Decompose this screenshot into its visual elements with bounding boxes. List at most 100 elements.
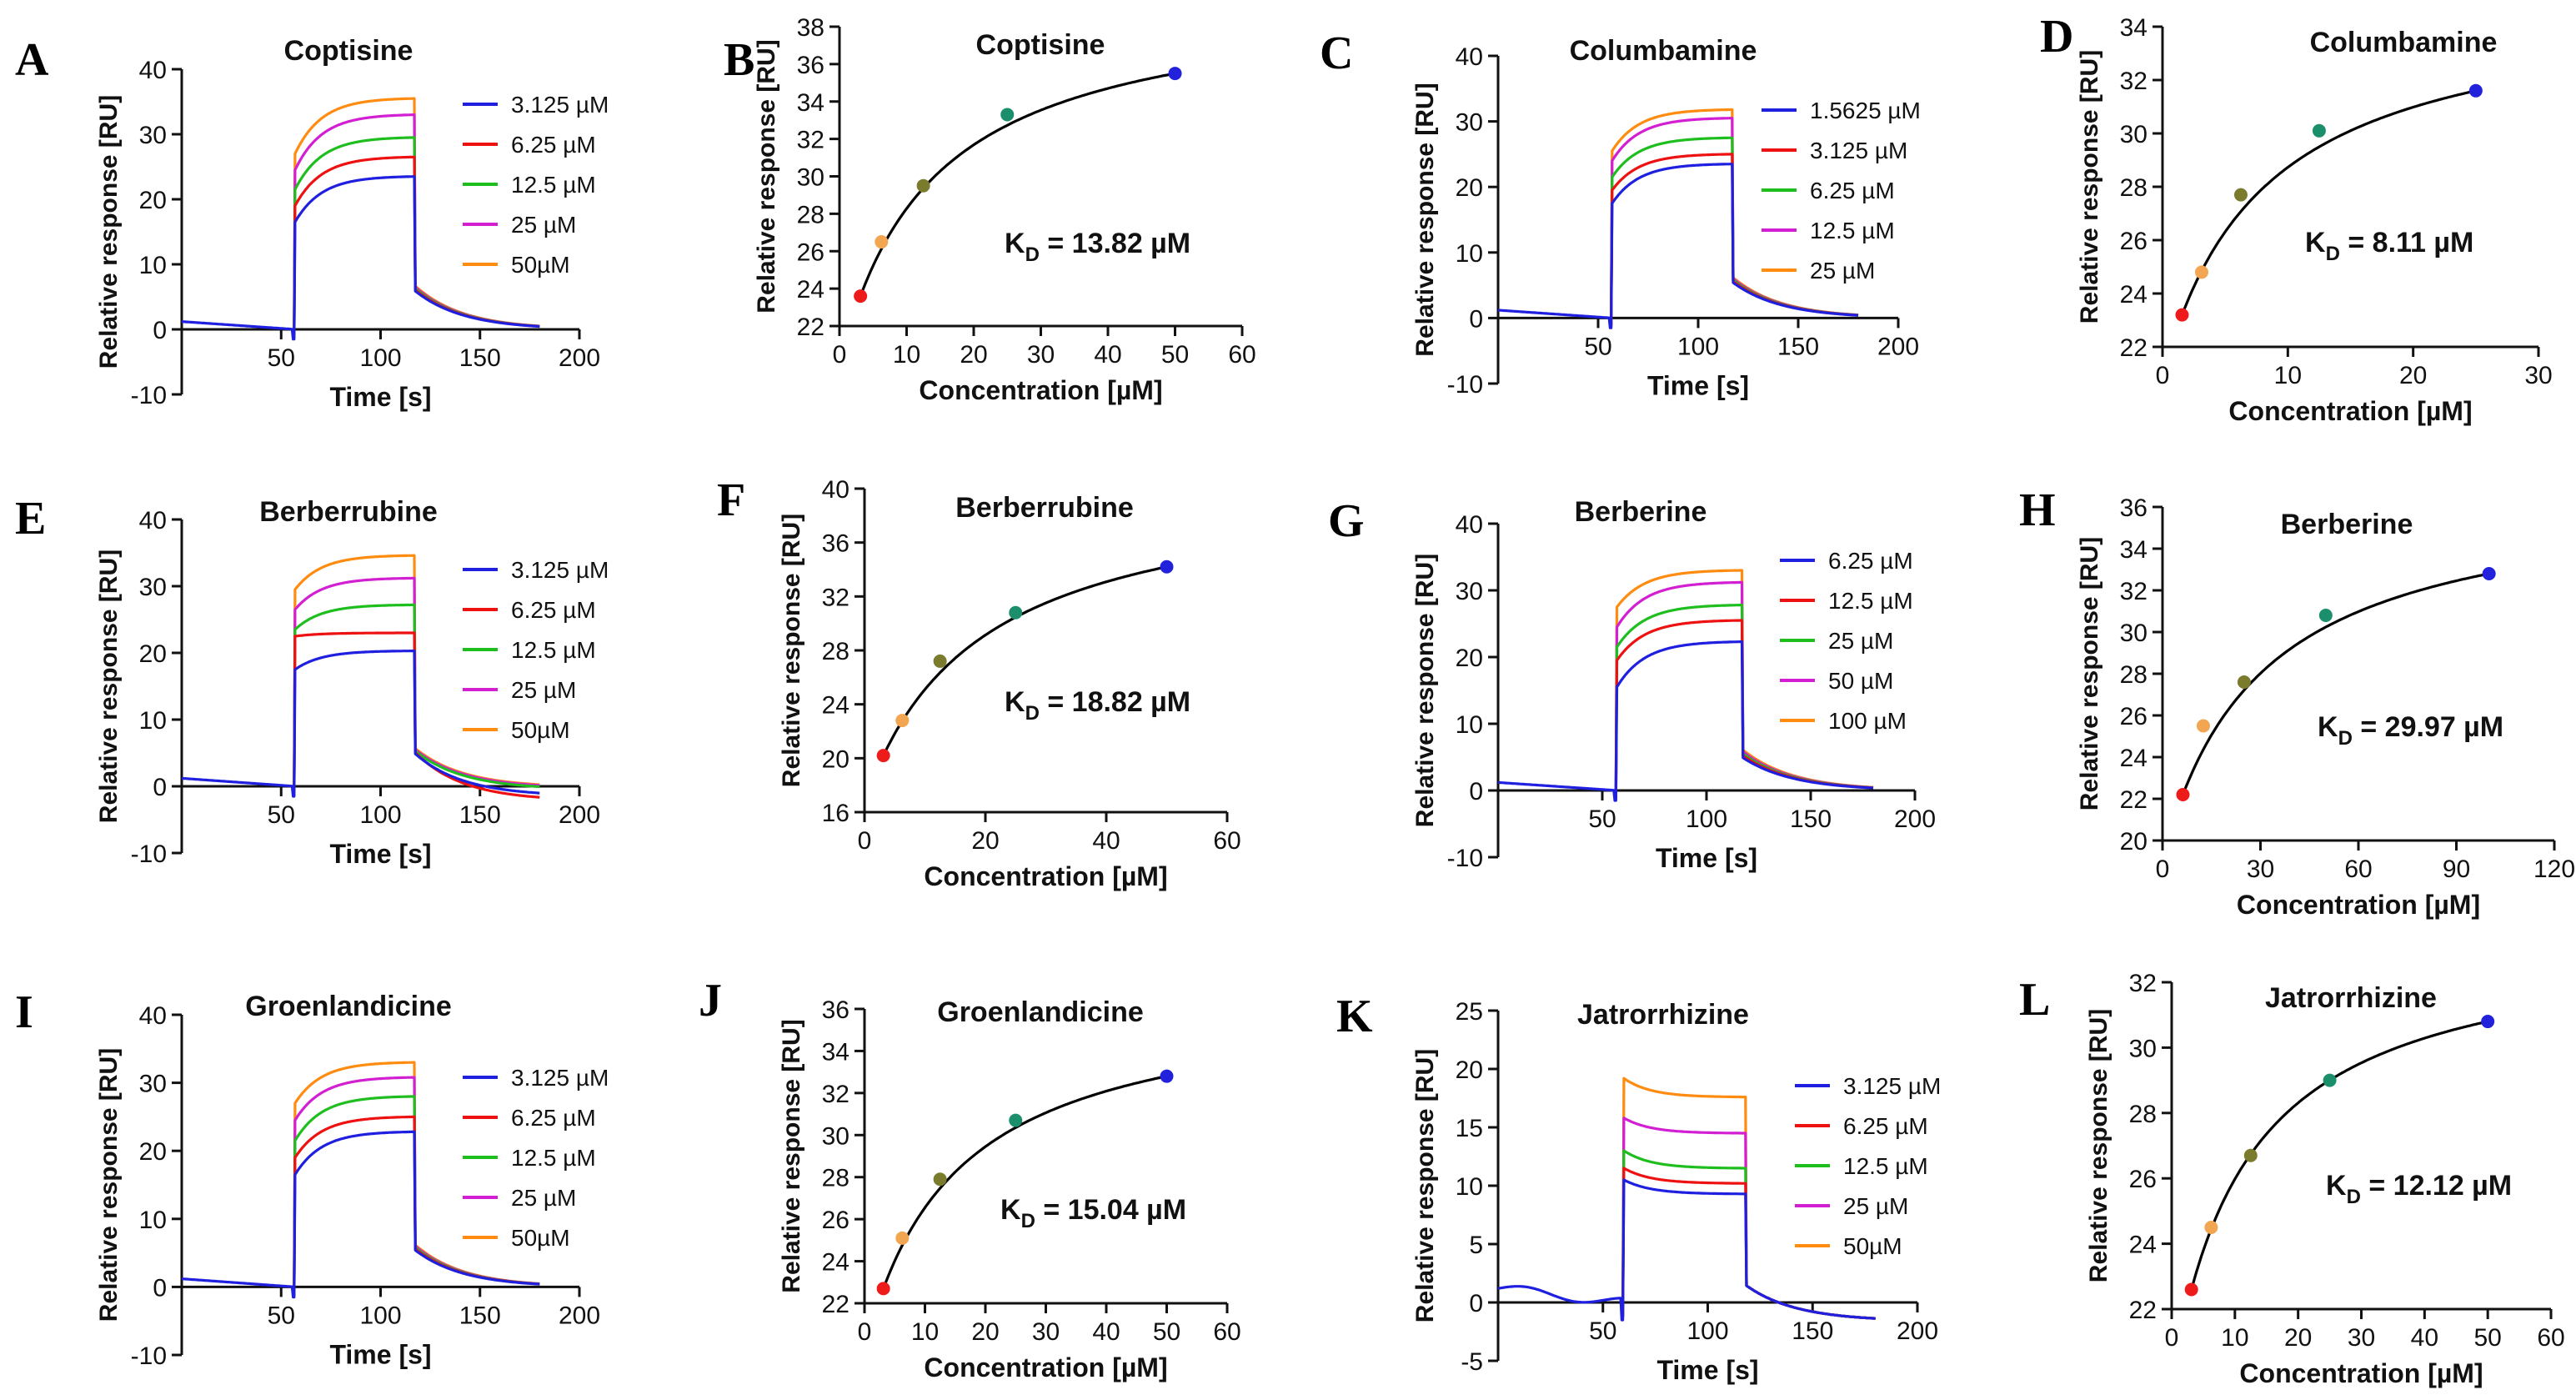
x-tick-label: 40 bbox=[1094, 341, 1121, 369]
y-tick-label: 32 bbox=[2120, 68, 2148, 95]
legend-label: 50µM bbox=[511, 252, 570, 278]
data-point-2 bbox=[895, 1231, 910, 1245]
y-tick-label: 20 bbox=[1456, 174, 1483, 202]
legend-label: 25 µM bbox=[1828, 628, 1893, 654]
x-axis-label: Time [s] bbox=[1647, 370, 1749, 400]
panel-a: A Coptisine -10 0 10 20 30 40 50 100 150 200 Time [s… bbox=[15, 34, 609, 412]
x-axis-label: Concentration [µM] bbox=[924, 1352, 1167, 1382]
x-axis-label: Concentration [µM] bbox=[2237, 890, 2480, 920]
y-axis-label: Relative response [RU] bbox=[2085, 1009, 2112, 1282]
data-point-3 bbox=[916, 178, 930, 193]
data-point-1 bbox=[2175, 308, 2189, 322]
y-tick-label: 34 bbox=[2120, 536, 2148, 564]
y-tick-label: -5 bbox=[1461, 1348, 1483, 1376]
data-point-1 bbox=[876, 749, 890, 763]
y-tick-label: 0 bbox=[153, 1274, 167, 1302]
x-tick-label: 0 bbox=[833, 341, 847, 369]
data-point-3 bbox=[2233, 188, 2248, 202]
x-tick-label: 100 bbox=[1686, 1317, 1728, 1345]
y-tick-label: 20 bbox=[2120, 828, 2148, 856]
y-tick-label: 32 bbox=[797, 127, 824, 154]
legend-label: 50µM bbox=[511, 1225, 570, 1251]
legend-label: 50µM bbox=[511, 717, 570, 743]
data-point-5 bbox=[1168, 67, 1182, 81]
panel-letter: C bbox=[1320, 28, 1353, 79]
legend-label: 3.125 µM bbox=[1843, 1073, 1941, 1099]
series-line-1 bbox=[1497, 1178, 1876, 1322]
panel-letter: L bbox=[2019, 974, 2050, 1026]
fit-curve bbox=[882, 565, 1167, 756]
panel-j: J Groenlandicine 22 24 26 28 30 32 34 36 0 10 20 30 40… bbox=[699, 975, 1241, 1382]
data-point-5 bbox=[2481, 1015, 2495, 1029]
y-tick-label: 5 bbox=[1469, 1232, 1483, 1259]
y-tick-label: 40 bbox=[1456, 511, 1483, 539]
x-tick-label: 40 bbox=[1092, 1318, 1120, 1346]
y-tick-label: 28 bbox=[2120, 661, 2148, 689]
y-tick-label: 16 bbox=[822, 800, 849, 827]
legend-label: 3.125 µM bbox=[1810, 138, 1907, 163]
y-tick-label: 30 bbox=[1456, 578, 1483, 605]
y-tick-label: 36 bbox=[822, 530, 849, 558]
x-tick-label: 20 bbox=[971, 827, 999, 855]
x-tick-label: 150 bbox=[459, 344, 501, 372]
panel-letter: J bbox=[699, 975, 722, 1026]
y-tick-label: 15 bbox=[1456, 1115, 1483, 1142]
data-point-1 bbox=[2176, 788, 2190, 801]
chart-title: Jatrorrhizine bbox=[1577, 999, 1749, 1031]
x-axis-label: Concentration [µM] bbox=[2228, 396, 2472, 426]
x-tick-label: 50 bbox=[1584, 333, 1611, 360]
y-tick-label: 28 bbox=[797, 201, 824, 228]
x-tick-label: 30 bbox=[2348, 1324, 2375, 1352]
legend-label: 6.25 µM bbox=[511, 132, 596, 158]
x-tick-label: 150 bbox=[1790, 805, 1832, 833]
x-tick-label: 100 bbox=[1686, 805, 1727, 833]
x-tick-label: 50 bbox=[2473, 1324, 2501, 1352]
y-tick-label: 24 bbox=[2129, 1232, 2157, 1259]
y-tick-label: 10 bbox=[139, 252, 167, 279]
chart-title: Columbamine bbox=[1570, 35, 1757, 67]
y-tick-label: 30 bbox=[822, 1122, 849, 1150]
x-axis-label: Concentration [µM] bbox=[2239, 1358, 2483, 1388]
x-tick-label: 10 bbox=[2221, 1324, 2248, 1352]
y-tick-label: 10 bbox=[1456, 1173, 1483, 1201]
legend-label: 25 µM bbox=[511, 677, 576, 703]
chart-title: Berberine bbox=[2281, 509, 2413, 540]
chart-title: Coptisine bbox=[976, 29, 1105, 61]
y-axis-label: Relative response [RU] bbox=[95, 549, 123, 823]
y-tick-label: 20 bbox=[1456, 645, 1483, 672]
legend-label: 50 µM bbox=[1828, 668, 1893, 694]
y-tick-label: 30 bbox=[2129, 1035, 2157, 1062]
x-tick-label: 100 bbox=[359, 1302, 401, 1329]
data-point-4 bbox=[1009, 1113, 1023, 1127]
y-tick-label: 24 bbox=[797, 276, 824, 304]
x-tick-label: 0 bbox=[2156, 856, 2170, 883]
x-axis-label: Time [s] bbox=[1656, 843, 1757, 873]
x-tick-label: 200 bbox=[1877, 333, 1919, 360]
x-tick-label: 60 bbox=[1228, 341, 1255, 369]
x-axis-label: Concentration [µM] bbox=[924, 861, 1167, 891]
chart-title: Berberrubine bbox=[259, 496, 438, 528]
y-tick-label: 36 bbox=[797, 52, 824, 79]
data-point-5 bbox=[2482, 567, 2496, 580]
fit-curve bbox=[2190, 1020, 2488, 1290]
y-tick-label: 20 bbox=[139, 1138, 167, 1166]
x-tick-label: 20 bbox=[971, 1318, 999, 1346]
y-tick-label: 26 bbox=[822, 1207, 849, 1234]
panel-k: K Jatrorrhizine -5 0 5 10 15 20 25 50 100 150 200 Tim… bbox=[1336, 991, 1941, 1385]
data-point-1 bbox=[2184, 1282, 2198, 1297]
panel-letter: B bbox=[724, 34, 754, 86]
x-tick-label: 60 bbox=[1213, 827, 1240, 855]
legend-label: 12.5 µM bbox=[511, 1145, 596, 1171]
y-tick-label: 28 bbox=[2129, 1101, 2157, 1128]
kd-annotation: KD = 8.11 µM bbox=[2305, 227, 2473, 265]
legend-label: 25 µM bbox=[511, 212, 576, 238]
y-tick-label: 20 bbox=[139, 640, 167, 668]
x-tick-label: 150 bbox=[1777, 333, 1819, 360]
x-tick-label: 100 bbox=[359, 801, 401, 829]
y-tick-label: 40 bbox=[139, 57, 167, 84]
y-axis-label: Relative response [RU] bbox=[1411, 1049, 1439, 1322]
y-tick-label: 34 bbox=[822, 1038, 849, 1066]
y-tick-label: 22 bbox=[2129, 1297, 2157, 1324]
x-tick-label: 0 bbox=[2165, 1324, 2179, 1352]
